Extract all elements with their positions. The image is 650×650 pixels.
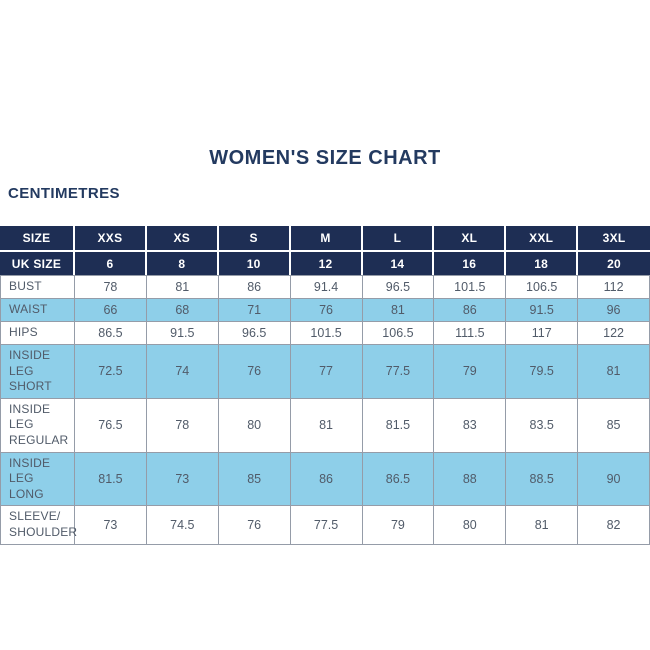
value-cell: 77.5 xyxy=(362,345,435,399)
row-label: HIPS xyxy=(0,322,75,345)
size-column-header: 16 xyxy=(434,252,507,275)
size-column-header: 6 xyxy=(75,252,147,275)
value-cell: 91.4 xyxy=(290,275,363,299)
value-cell: 78 xyxy=(146,398,219,453)
value-cell: 74.5 xyxy=(146,506,219,545)
value-cell: 82 xyxy=(578,506,650,545)
size-chart-table: SIZE XXS XS S M L XL XXL 3XL UK SIZE 6 8 10 12 14 16 18 2… xyxy=(0,226,650,545)
value-cell: 90 xyxy=(578,452,650,507)
measurement-row: HIPS 86.5 91.5 96.5 101.5 106.5 111.5 117 122 xyxy=(0,322,650,345)
value-cell: 86 xyxy=(218,275,291,299)
row-label-header: SIZE xyxy=(0,226,75,252)
value-cell: 85 xyxy=(218,452,291,507)
row-label: INSIDE LEG SHORT xyxy=(0,345,75,399)
row-label: WAIST xyxy=(0,299,75,322)
size-column-header: 8 xyxy=(146,252,219,275)
value-cell: 81 xyxy=(362,299,435,322)
size-column-header: 20 xyxy=(578,252,650,275)
value-cell: 80 xyxy=(434,506,507,545)
units-label: CENTIMETRES xyxy=(8,185,120,202)
value-cell: 88 xyxy=(434,452,507,507)
value-cell: 117 xyxy=(506,322,579,345)
row-label: BUST xyxy=(0,275,75,299)
value-cell: 66 xyxy=(75,299,147,322)
value-cell: 72.5 xyxy=(75,345,147,399)
measurement-row: INSIDE LEG LONG 81.5 73 85 86 86.5 88 88.5 90 xyxy=(0,452,650,507)
size-column-header: XXS xyxy=(75,226,147,252)
value-cell: 96.5 xyxy=(362,275,435,299)
size-header-row: SIZE XXS XS S M L XL XXL 3XL xyxy=(0,226,650,252)
uk-size-header-row: UK SIZE 6 8 10 12 14 16 18 20 xyxy=(0,252,650,275)
value-cell: 85 xyxy=(578,398,650,453)
row-label-header: UK SIZE xyxy=(0,252,75,275)
size-column-header: S xyxy=(218,226,291,252)
size-chart-table-head: SIZE XXS XS S M L XL XXL 3XL UK SIZE 6 8 10 12 14 16 18 2… xyxy=(0,226,650,275)
size-column-header: 3XL xyxy=(578,226,650,252)
value-cell: 79.5 xyxy=(506,345,579,399)
value-cell: 76.5 xyxy=(75,398,147,453)
size-column-header: M xyxy=(290,226,363,252)
value-cell: 111.5 xyxy=(434,322,507,345)
size-chart-page: WOMEN'S SIZE CHART CENTIMETRES SIZE XXS XS… xyxy=(0,147,650,545)
value-cell: 91.5 xyxy=(146,322,219,345)
value-cell: 88.5 xyxy=(506,452,579,507)
value-cell: 76 xyxy=(218,506,291,545)
measurement-row: WAIST 66 68 71 76 81 86 91.5 96 xyxy=(0,299,650,322)
value-cell: 76 xyxy=(218,345,291,399)
value-cell: 71 xyxy=(218,299,291,322)
size-column-header: 14 xyxy=(362,252,435,275)
value-cell: 96.5 xyxy=(218,322,291,345)
page-title: WOMEN'S SIZE CHART xyxy=(209,147,441,169)
value-cell: 81 xyxy=(578,345,650,399)
value-cell: 81 xyxy=(506,506,579,545)
value-cell: 77.5 xyxy=(290,506,363,545)
value-cell: 91.5 xyxy=(506,299,579,322)
size-column-header: 12 xyxy=(290,252,363,275)
size-column-header: 10 xyxy=(218,252,291,275)
value-cell: 68 xyxy=(146,299,219,322)
row-label: INSIDE LEG REGULAR xyxy=(0,398,75,453)
value-cell: 79 xyxy=(362,506,435,545)
measurement-row: INSIDE LEG SHORT 72.5 74 76 77 77.5 79 79.5 81 xyxy=(0,345,650,399)
value-cell: 80 xyxy=(218,398,291,453)
value-cell: 78 xyxy=(75,275,147,299)
size-column-header: XS xyxy=(146,226,219,252)
value-cell: 73 xyxy=(146,452,219,507)
measurement-row: SLEEVE/​SHOULDER 73 74.5 76 77.5 79 80 81 82 xyxy=(0,506,650,545)
size-column-header: XL xyxy=(434,226,507,252)
size-column-header: L xyxy=(362,226,435,252)
value-cell: 96 xyxy=(578,299,650,322)
value-cell: 81 xyxy=(146,275,219,299)
value-cell: 79 xyxy=(434,345,507,399)
size-column-header: XXL xyxy=(506,226,579,252)
value-cell: 86 xyxy=(290,452,363,507)
value-cell: 86.5 xyxy=(75,322,147,345)
value-cell: 77 xyxy=(290,345,363,399)
row-label: SLEEVE/​SHOULDER xyxy=(0,506,77,545)
size-chart-table-body: BUST 78 81 86 91.4 96.5 101.5 106.5 112 WAIST 66 68… xyxy=(0,275,650,545)
value-cell: 76 xyxy=(290,299,363,322)
value-cell: 81.5 xyxy=(362,398,435,453)
value-cell: 74 xyxy=(146,345,219,399)
value-cell: 101.5 xyxy=(434,275,507,299)
value-cell: 73 xyxy=(75,506,147,545)
value-cell: 81 xyxy=(290,398,363,453)
value-cell: 101.5 xyxy=(290,322,363,345)
measurement-row: INSIDE LEG REGULAR 76.5 78 80 81 81.5 83 83.5 85 xyxy=(0,398,650,453)
row-label: INSIDE LEG LONG xyxy=(0,452,75,507)
value-cell: 86 xyxy=(434,299,507,322)
value-cell: 106.5 xyxy=(362,322,435,345)
value-cell: 122 xyxy=(578,322,650,345)
value-cell: 86.5 xyxy=(362,452,435,507)
size-column-header: 18 xyxy=(506,252,579,275)
value-cell: 112 xyxy=(578,275,650,299)
value-cell: 83.5 xyxy=(506,398,579,453)
value-cell: 83 xyxy=(434,398,507,453)
measurement-row: BUST 78 81 86 91.4 96.5 101.5 106.5 112 xyxy=(0,275,650,299)
value-cell: 106.5 xyxy=(506,275,579,299)
value-cell: 81.5 xyxy=(75,452,147,507)
